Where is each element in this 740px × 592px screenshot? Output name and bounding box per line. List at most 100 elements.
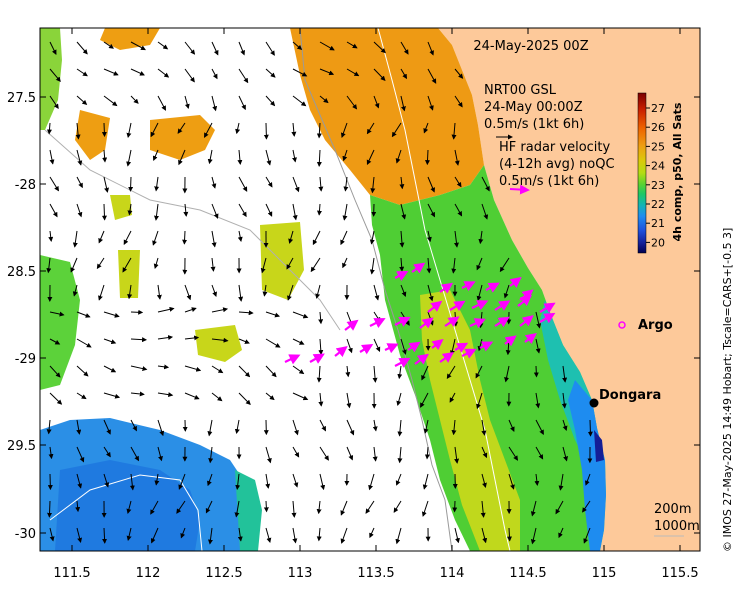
model-arrow	[128, 176, 134, 192]
model-arrow	[49, 365, 61, 378]
radar-arrow	[359, 344, 374, 355]
x-tick-label: 114.5	[509, 566, 546, 581]
sst-yellow-patch-1	[110, 195, 132, 220]
model-arrow	[176, 500, 186, 514]
model-arrow	[211, 392, 223, 402]
model-arrow	[157, 306, 175, 313]
model-arrow	[318, 176, 324, 192]
model-arrow	[205, 500, 213, 514]
model-arrow	[481, 419, 487, 436]
model-arrow	[238, 338, 250, 344]
model-arrow	[211, 176, 217, 189]
model-arrow	[346, 419, 355, 436]
model-arrow	[292, 446, 300, 458]
radar-arrow	[454, 342, 469, 353]
radar-arrow	[469, 318, 486, 329]
model-arrow	[427, 203, 435, 218]
model-legend-line2: 24-May 00:00Z	[484, 100, 583, 115]
model-arrow	[286, 257, 294, 270]
model-arrow	[426, 230, 432, 243]
model-arrow	[157, 41, 169, 50]
model-arrow	[265, 311, 281, 318]
model-arrow	[72, 230, 78, 248]
colorbar-title: 4h comp, p50, All Sats	[671, 102, 684, 241]
model-arrow	[530, 527, 537, 545]
model-arrow	[126, 500, 132, 514]
y-tick-label: 28.5	[7, 265, 36, 280]
model-arrow	[366, 149, 375, 166]
radar-arrow	[461, 281, 476, 292]
model-arrow	[292, 392, 309, 401]
radar-arrow	[419, 317, 434, 329]
radar-arrow	[394, 357, 411, 368]
model-arrow	[177, 122, 186, 134]
model-arrow	[49, 203, 58, 218]
model-arrow	[373, 41, 386, 54]
model-arrow	[475, 365, 483, 379]
sst-coastal-warm-band	[290, 28, 484, 205]
model-arrow	[508, 473, 515, 490]
colorbar-tick-label: 26	[651, 121, 665, 134]
model-arrow	[291, 500, 297, 518]
model-arrow	[584, 473, 591, 486]
model-arrow	[454, 68, 464, 79]
model-arrow	[265, 149, 272, 166]
radar-arrow	[449, 300, 466, 312]
model-arrow	[238, 284, 244, 302]
model-arrow	[76, 419, 82, 435]
model-arrow	[318, 311, 324, 325]
model-arrow	[260, 257, 267, 274]
model-arrow	[399, 176, 405, 190]
model-arrow	[157, 335, 174, 341]
model-arrow	[400, 95, 406, 112]
colorbar-ticks: 27 26 25 24 23 22 21 20	[646, 102, 665, 249]
radar-arrow	[471, 300, 489, 311]
model-arrow	[130, 41, 146, 51]
model-arrow	[157, 446, 163, 462]
model-arrow	[150, 122, 159, 138]
model-arrow	[480, 500, 486, 518]
model-arrow	[103, 41, 114, 49]
model-arrow	[49, 41, 57, 55]
model-arrow	[373, 68, 386, 81]
model-arrow	[98, 230, 105, 244]
copyright-caption: © IMOS 27-May-2025 14:49 Hobart; Tscale=…	[721, 228, 734, 552]
model-arrow	[454, 149, 460, 166]
model-arrow	[561, 392, 567, 409]
model-arrow	[211, 203, 219, 219]
model-arrow	[235, 122, 241, 135]
model-arrow	[103, 446, 111, 458]
model-arrow	[183, 203, 189, 217]
model-arrow	[238, 310, 254, 316]
model-arrow	[454, 176, 462, 188]
model-arrow	[399, 257, 405, 272]
model-arrow	[534, 473, 540, 486]
model-arrow	[346, 95, 358, 110]
radar-arrow	[494, 316, 510, 328]
model-arrow	[340, 500, 348, 516]
sst-cool-water-core	[55, 460, 200, 551]
model-arrow	[46, 419, 52, 435]
sst-warm-patch-northwest	[100, 28, 160, 50]
model-arrow	[101, 203, 107, 221]
radar-arrow	[427, 300, 443, 313]
radar-arrow	[444, 316, 460, 328]
model-arrow	[535, 392, 541, 409]
model-arrow	[292, 149, 297, 163]
model-arrow	[555, 500, 564, 515]
model-arrow	[481, 176, 490, 192]
model-arrow	[184, 307, 197, 313]
model-arrow	[123, 230, 132, 245]
model-arrow	[342, 203, 348, 221]
sst-nearshore-blue	[568, 380, 606, 551]
model-arrow	[103, 68, 119, 76]
model-arrow	[396, 392, 402, 406]
model-arrow	[292, 419, 299, 436]
model-arrow	[319, 68, 335, 76]
model-arrow	[319, 95, 329, 104]
model-arrow	[316, 149, 322, 167]
model-arrow	[127, 203, 133, 216]
model-arrow	[340, 527, 348, 544]
model-arrow	[426, 257, 432, 274]
model-arrow	[399, 230, 405, 248]
